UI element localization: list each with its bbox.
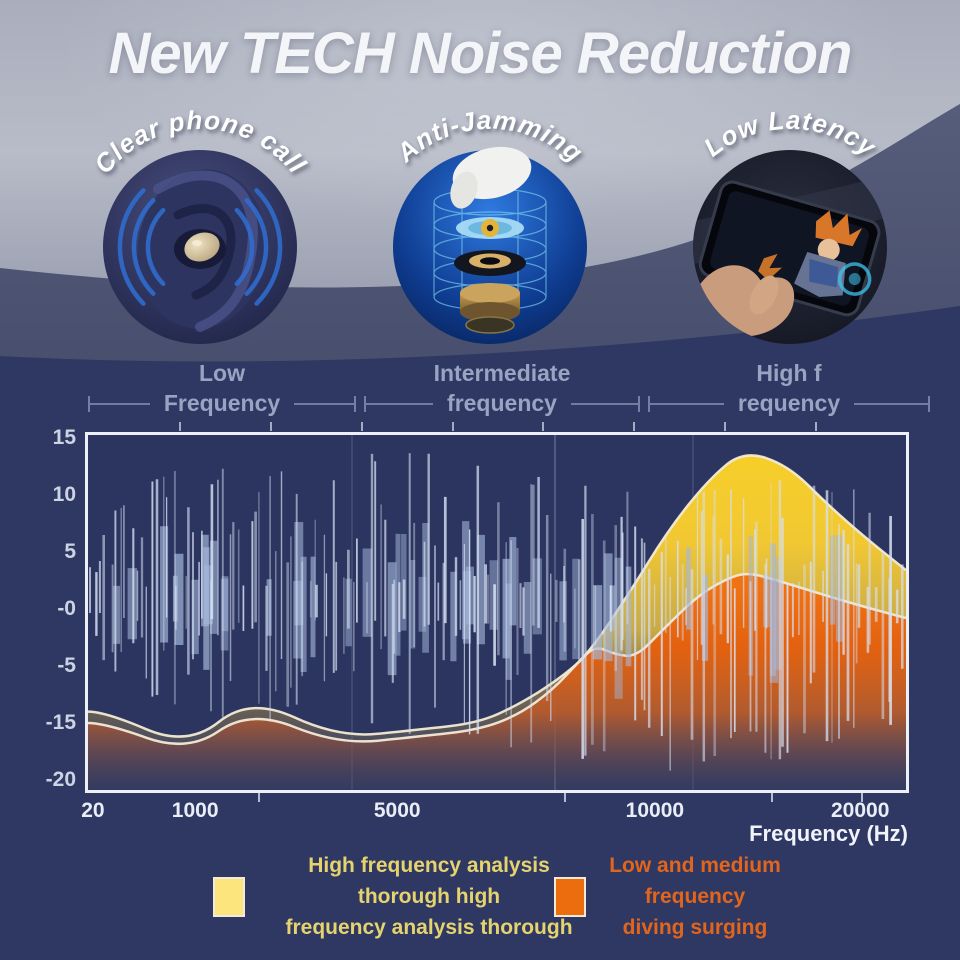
band-group-1: Low Frequency <box>88 360 357 417</box>
band-line2-row: requency <box>648 390 931 417</box>
legend-label-line: Low and medium <box>609 854 781 877</box>
legend-label-line: frequency <box>644 885 746 908</box>
band-rule <box>294 402 355 405</box>
mesh-drum-icon <box>460 283 520 334</box>
legend-label-line: diving surging <box>622 916 768 939</box>
legend-item-1: High frequency analysis thorough high freq… <box>213 850 599 943</box>
y-tick-label: -5 <box>57 654 76 678</box>
feature-anti-jamming: Anti-Jamming <box>390 105 588 344</box>
feature-low-latency: Low Latency <box>693 105 887 344</box>
magnet-ring-icon <box>454 250 526 276</box>
top-tick-mark <box>724 422 727 431</box>
y-tick-label: 5 <box>64 539 76 563</box>
y-tick-label: -0 <box>57 596 76 620</box>
y-tick-label: -20 <box>45 768 76 792</box>
x-tick-label: 1000 <box>171 799 219 822</box>
band-line2: frequency <box>447 390 557 416</box>
feature-clear-phone-call: Clear phone call <box>88 105 312 344</box>
sound-wave-arcs-icon <box>117 188 283 306</box>
noise-reduction-chart <box>85 432 909 793</box>
band-rule <box>366 402 434 405</box>
chart-canvas <box>87 435 907 790</box>
legend-label-line: thorough high <box>357 885 501 908</box>
band-group-3: High f requency <box>648 360 931 417</box>
top-tick-mark <box>542 422 545 431</box>
band-line2-row: Frequency <box>88 390 357 417</box>
band-group-2: Intermediate frequency <box>364 360 640 417</box>
top-tick-mark <box>360 422 363 431</box>
legend-label: Low and medium frequency diving surging <box>600 850 790 943</box>
band-rule <box>570 402 638 405</box>
legend-swatch <box>213 876 245 917</box>
x-tick-label: 5000 <box>373 799 421 822</box>
x-tick-label: 20000 <box>830 799 890 822</box>
fan-disc-icon <box>456 217 524 239</box>
ear-icon <box>137 169 267 332</box>
legend-item-2: Low and medium frequency diving surging <box>554 850 790 943</box>
legend-label-line: High frequency analysis <box>308 854 550 877</box>
waveform-lines <box>89 453 904 771</box>
band-line2: requency <box>737 390 841 416</box>
y-tick-label: 15 <box>52 425 76 449</box>
band-end-tick <box>638 395 640 412</box>
top-tick-mark <box>269 422 272 431</box>
band-rule <box>854 402 929 405</box>
band-rule <box>90 402 150 405</box>
x-tick-label: 20 <box>81 799 105 822</box>
legend-swatch <box>554 876 586 917</box>
band-line1: High f <box>756 360 822 386</box>
bottom-tick-mark <box>564 792 567 802</box>
legend-label-line: frequency analysis thorough <box>285 916 573 939</box>
x-axis-unit-label: Frequency (Hz) <box>749 821 908 846</box>
top-tick-mark <box>178 422 181 431</box>
game-character-icon <box>758 210 872 298</box>
band-line1: Low <box>199 360 245 386</box>
band-end-tick <box>354 395 357 412</box>
band-line2-row: frequency <box>364 390 640 417</box>
y-tick-label: -15 <box>45 710 76 734</box>
band-rule <box>650 402 724 405</box>
legend-label: High frequency analysis thorough high freq… <box>259 850 599 943</box>
y-tick-label: 10 <box>52 482 76 506</box>
earbud-in-ear <box>184 232 220 262</box>
band-line2: Frequency <box>163 390 281 416</box>
driver-circle-photo <box>393 150 587 344</box>
top-tick-mark <box>451 422 454 431</box>
x-tick-label: 10000 <box>625 799 685 822</box>
band-end-tick <box>364 395 366 412</box>
top-tick-mark <box>633 422 636 431</box>
bottom-tick-mark <box>771 792 774 802</box>
bottom-tick-mark <box>258 792 261 802</box>
top-tick-mark <box>815 422 818 431</box>
bottom-tick-mark <box>861 792 863 802</box>
page-title: New TECH Noise Reduction <box>108 21 853 86</box>
band-line1: Intermediate <box>433 360 571 386</box>
band-end-tick <box>928 395 931 412</box>
band-end-tick <box>648 395 650 412</box>
white-earbud-icon <box>450 146 532 209</box>
band-end-tick <box>88 395 90 412</box>
